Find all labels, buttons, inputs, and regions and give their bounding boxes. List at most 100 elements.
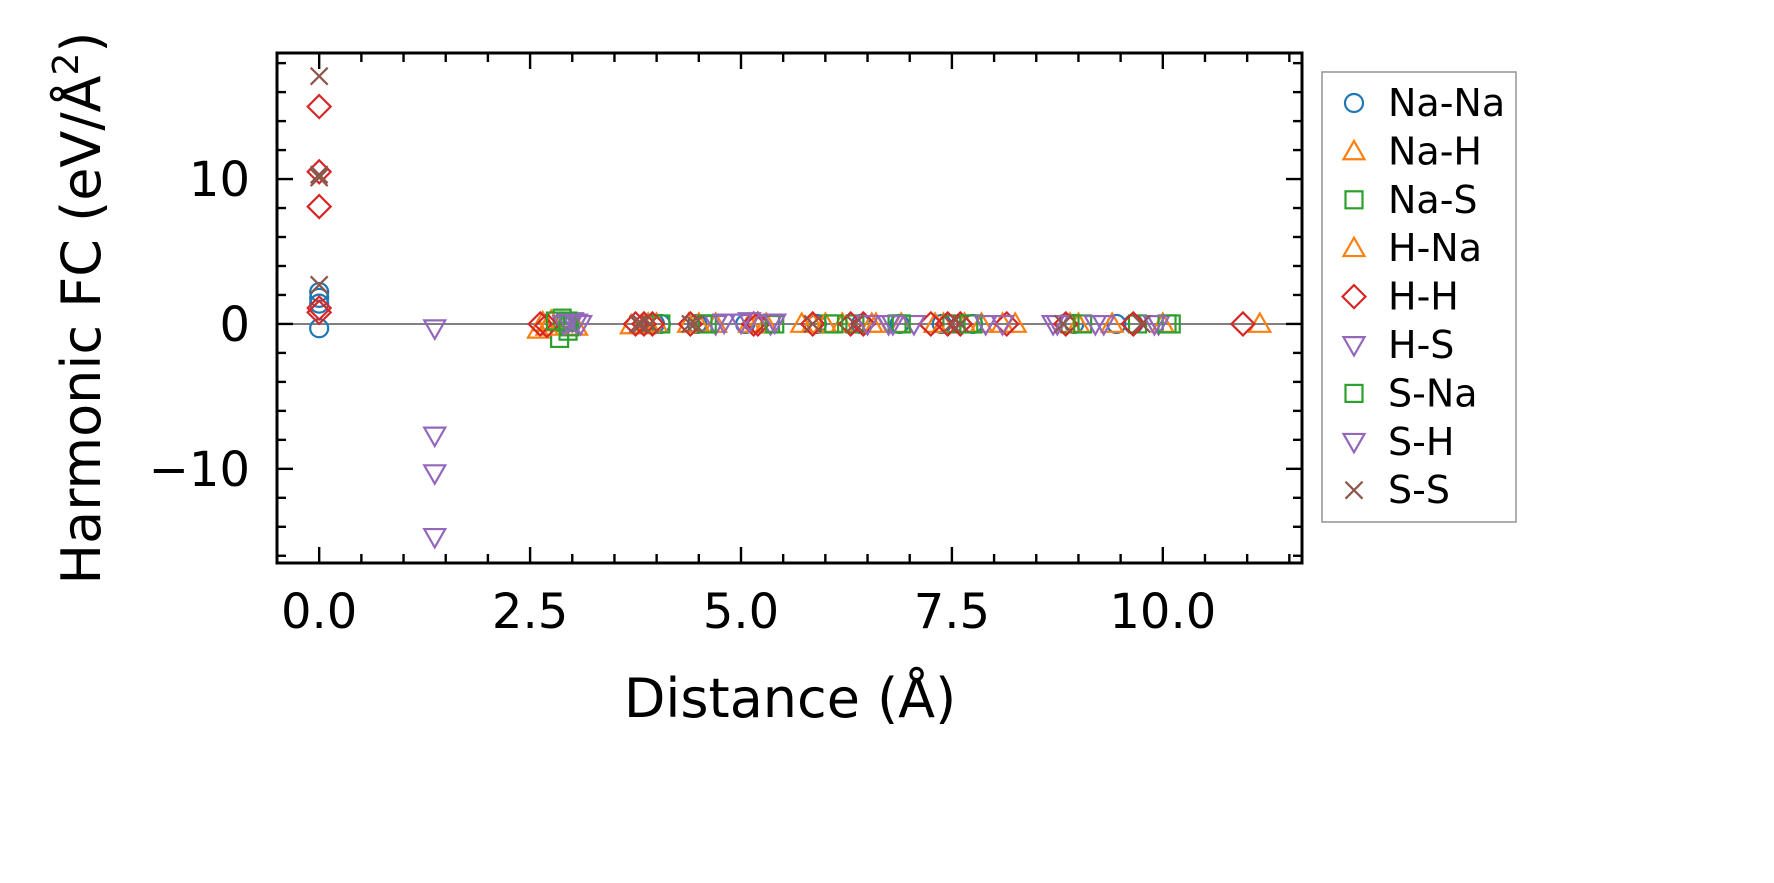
data-point (640, 314, 660, 334)
data-point (1099, 311, 1125, 333)
y-tick-label: −10 (149, 442, 250, 498)
legend-marker (1343, 92, 1365, 114)
y-tick-label: 10 (189, 152, 250, 208)
data-point (306, 193, 333, 220)
data-point (803, 314, 822, 334)
data-point (309, 66, 329, 86)
y-tick-labels: −10 0 10 (149, 152, 250, 498)
data-point (545, 311, 565, 331)
data-point (990, 314, 1015, 337)
legend-marker (1344, 383, 1364, 403)
data-point (845, 314, 865, 334)
legend-marker (1341, 235, 1367, 258)
legend-label: Na-Na (1388, 81, 1505, 125)
legend-label: H-S (1388, 323, 1454, 367)
data-point (880, 314, 906, 337)
data-point (309, 165, 329, 184)
legend-item-s-h: S-H (1341, 420, 1454, 464)
data-point (422, 319, 448, 342)
data-point (306, 299, 333, 326)
data-point (309, 168, 329, 187)
x-tick-label: 2.5 (492, 584, 568, 640)
legend-label: H-H (1388, 275, 1459, 319)
data-markers (306, 66, 1273, 550)
data-point (422, 426, 448, 449)
x-tick-labels: 0.0 2.5 5.0 7.5 10.0 (281, 584, 1216, 640)
data-point (993, 310, 1020, 337)
data-point (681, 314, 700, 334)
data-point (973, 314, 999, 337)
data-point (1073, 314, 1093, 334)
y-axis-label-main: Harmonic FC (eV/Å (49, 75, 113, 584)
x-tick-label: 7.5 (914, 584, 990, 640)
data-point (533, 312, 561, 339)
data-point (850, 310, 877, 337)
data-point (632, 314, 651, 334)
x-axis-label: Distance (Å) (624, 666, 956, 730)
data-point (422, 527, 448, 550)
legend-item-h-na: H-Na (1341, 226, 1482, 270)
data-point (306, 93, 333, 120)
series-s-h (555, 312, 1167, 337)
legend-item-s-s: S-S (1344, 468, 1450, 512)
data-point (947, 310, 974, 337)
legend-label: S-S (1388, 468, 1450, 512)
data-point (309, 275, 329, 295)
legend-marker (1341, 432, 1367, 455)
data-point (1157, 314, 1177, 334)
data-point (685, 314, 704, 334)
data-point (306, 294, 333, 322)
legend-frame (1321, 71, 1517, 523)
data-point (651, 314, 671, 334)
legend-marker (1344, 190, 1364, 210)
y-axis-label: Harmonic FC (eV/Å2) (46, 32, 113, 585)
data-point (309, 287, 330, 308)
legend-item-h-h: H-H (1340, 275, 1459, 319)
legend-label: Na-S (1388, 178, 1478, 222)
data-point (1229, 310, 1257, 337)
y-axis-label-superscript: 2 (46, 53, 87, 76)
data-point (1132, 314, 1151, 334)
legend-marker (1341, 336, 1367, 358)
data-point (737, 312, 762, 334)
data-point (1082, 314, 1108, 337)
data-point (697, 314, 717, 334)
plot-frame (275, 51, 1304, 565)
data-point (1053, 314, 1073, 334)
legend-item-na-na: Na-Na (1343, 81, 1505, 125)
data-point (1141, 314, 1167, 337)
legend-item-na-h: Na-H (1341, 129, 1482, 173)
legend-label: H-Na (1388, 226, 1482, 270)
data-point (951, 314, 970, 334)
legend-label: S-Na (1388, 371, 1478, 415)
legend-item-s-na: S-Na (1344, 371, 1478, 415)
data-point (1120, 310, 1147, 337)
data-point (309, 293, 330, 314)
data-point (558, 311, 578, 331)
series-s-s (309, 66, 1151, 334)
data-point (762, 313, 788, 336)
x-tick-label: 5.0 (703, 584, 779, 640)
legend-label: S-H (1388, 420, 1454, 464)
data-point (799, 310, 826, 337)
series-h-h (306, 93, 1257, 339)
legend-marker (1341, 138, 1367, 161)
axis-ticks (275, 53, 1302, 563)
x-tick-label: 0.0 (281, 584, 357, 640)
data-point (422, 464, 448, 486)
data-point (564, 313, 589, 336)
y-tick-label: 0 (219, 297, 250, 353)
data-point (309, 318, 330, 339)
data-point (824, 314, 844, 334)
data-point (711, 313, 737, 336)
y-axis-label-close: ) (50, 32, 113, 53)
data-point (942, 314, 962, 334)
data-point (800, 311, 826, 333)
x-tick-label: 10.0 (1109, 584, 1216, 640)
data-point (855, 314, 880, 337)
legend-marker (1340, 283, 1368, 310)
data-point (306, 158, 333, 185)
